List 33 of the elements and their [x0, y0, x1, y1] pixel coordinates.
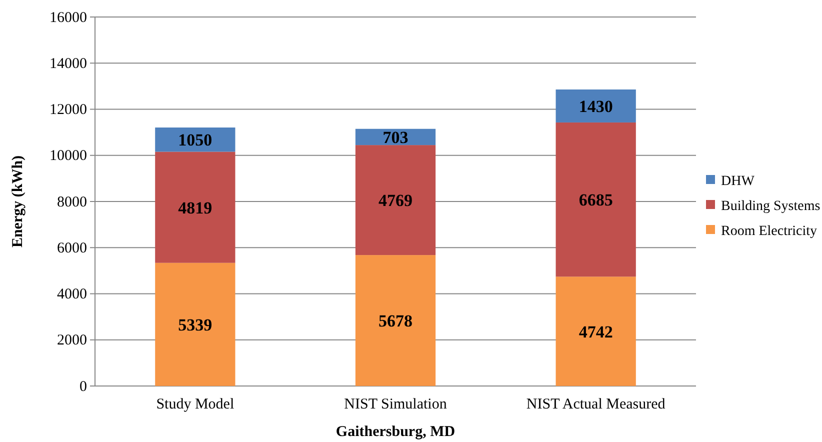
y-tick-label: 2000: [57, 332, 87, 349]
legend-label: DHW: [721, 174, 756, 189]
data-label: 4742: [578, 322, 613, 342]
x-tick-label: NIST Actual Measured: [526, 396, 666, 413]
y-tick-label: 14000: [50, 56, 87, 72]
x-tick-label: Study Model: [156, 396, 234, 413]
legend-label: Building Systems: [721, 199, 820, 214]
y-tick-label: 0: [80, 378, 87, 395]
bar: [355, 145, 436, 256]
data-label: 5678: [378, 312, 412, 331]
data-label: 4819: [178, 198, 212, 218]
x-axis-title: Gaithersburg, MD: [336, 424, 456, 440]
data-label: 1050: [178, 130, 212, 150]
bar: [155, 152, 236, 263]
y-axis-title: Energy (kWh): [10, 155, 26, 248]
y-tick-label: 6000: [57, 240, 87, 256]
x-tick-label: NIST Simulation: [344, 396, 448, 413]
bar: [556, 122, 636, 277]
y-tick-label: 10000: [50, 148, 87, 164]
data-label: 6685: [578, 190, 613, 210]
data-label: 1430: [578, 96, 613, 116]
y-tick-label: 4000: [57, 286, 87, 303]
bar: [155, 262, 236, 386]
y-tick-label: 12000: [50, 102, 87, 118]
bar: [556, 89, 636, 122]
data-label: 703: [382, 128, 408, 147]
y-tick-label: 16000: [50, 10, 87, 26]
bar: [355, 255, 436, 386]
data-label: 4769: [378, 191, 412, 210]
data-label: 5339: [178, 315, 212, 334]
y-tick-label: 8000: [57, 194, 87, 210]
legend-label: Room Electricity: [721, 224, 818, 239]
bar: [556, 276, 636, 386]
